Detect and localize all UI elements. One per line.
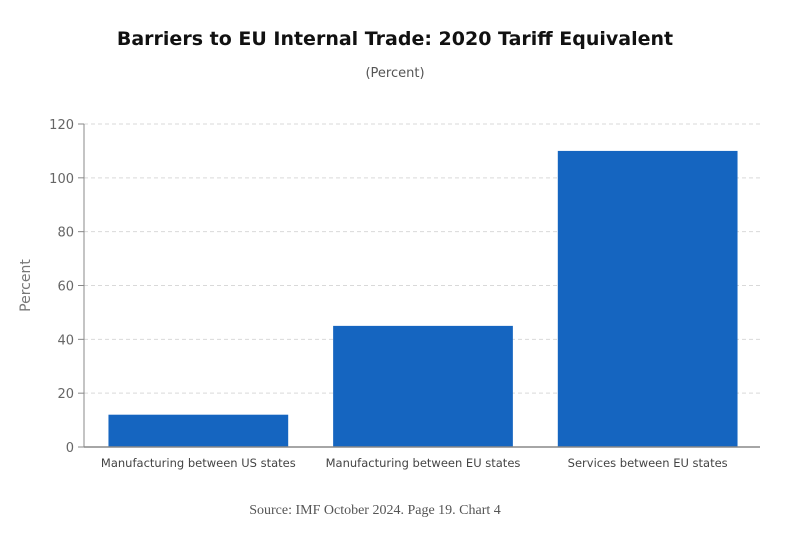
bar <box>333 325 513 447</box>
chart-title: Barriers to EU Internal Trade: 2020 Tari… <box>116 28 674 50</box>
y-tick-label: 0 <box>66 441 74 456</box>
bar <box>557 150 738 447</box>
y-tick-labels: 0 20 40 60 80 100 120 <box>49 118 84 456</box>
x-category-label: Manufacturing between EU states <box>326 456 521 470</box>
y-axis-title: Percent <box>18 259 34 312</box>
chart-subtitle: (Percent) <box>365 66 425 81</box>
y-tick-label: 40 <box>57 333 74 348</box>
y-tick-label: 100 <box>49 172 74 187</box>
y-tick-label: 120 <box>49 118 74 133</box>
bar <box>108 414 289 447</box>
x-category-label: Services between EU states <box>568 456 728 470</box>
x-category-label: Manufacturing between US states <box>101 456 296 470</box>
x-category-labels: Manufacturing between US states Manufactu… <box>101 456 728 470</box>
y-tick-label: 80 <box>57 226 74 241</box>
y-tick-label: 60 <box>57 280 74 295</box>
source-note: Source: IMF October 2024. Page 19. Chart… <box>249 503 501 518</box>
y-tick-label: 20 <box>57 387 74 402</box>
bar-series <box>108 150 738 447</box>
